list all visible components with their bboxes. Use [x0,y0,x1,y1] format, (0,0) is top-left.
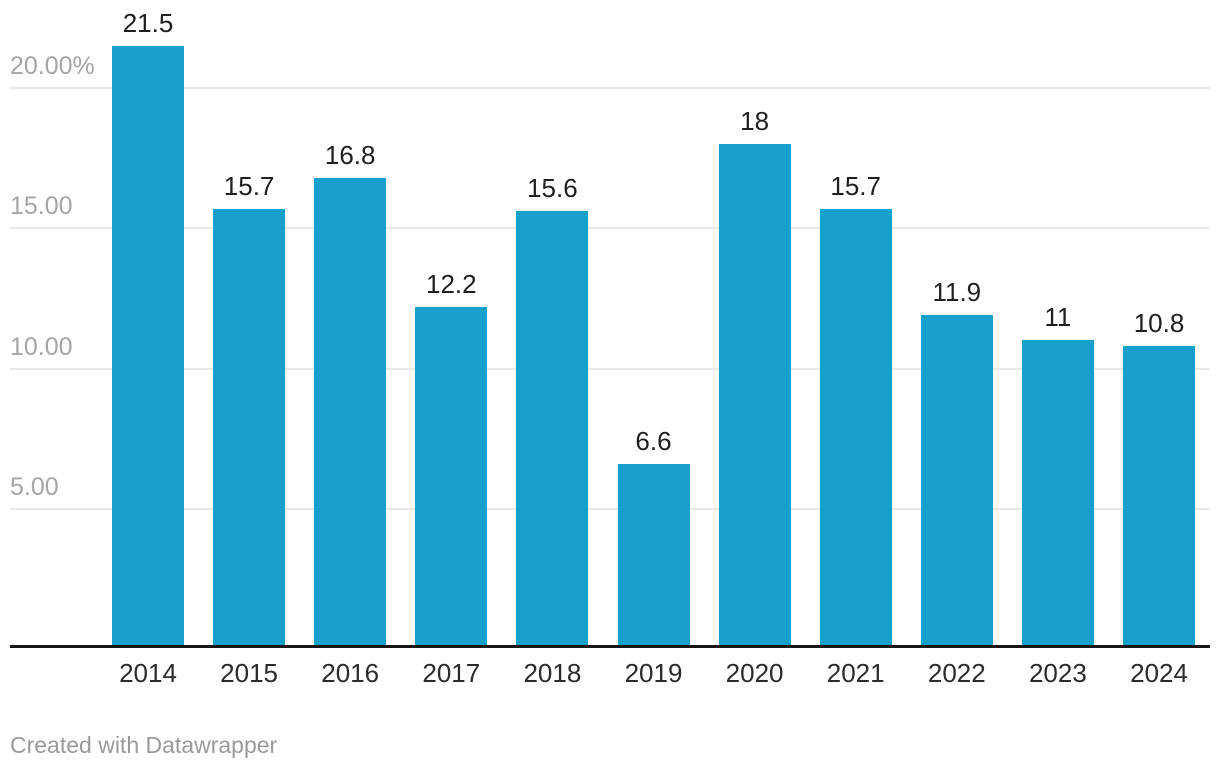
bar [1123,346,1195,645]
x-axis-label: 2016 [321,658,380,688]
x-axis-label: 2023 [1028,658,1087,688]
x-axis-label: 2017 [422,658,481,688]
bar [617,463,690,645]
x-axis-label: 2020 [725,658,784,688]
bar [516,211,589,645]
bar-value-label: 16.8 [324,139,376,170]
bar [819,208,892,645]
y-tick-label: 10.00 [10,332,73,361]
bar [415,306,488,645]
bar [1021,340,1094,645]
x-axis-label: 2015 [220,658,279,688]
bar [213,208,286,645]
x-axis-label: 2018 [523,658,582,688]
bar-value-label: 11.9 [932,277,982,308]
y-tick-label: 5.00 [10,472,59,501]
bar-value-label: 15.7 [223,170,275,201]
x-axis-label: 2022 [927,658,986,688]
x-axis-label: 2021 [826,658,885,688]
gridline [10,87,1210,89]
datawrapper-credit: Created with Datawrapper [10,732,278,758]
bar-value-label: 6.6 [635,425,672,456]
bar-value-label: 18 [740,106,770,137]
y-tick-label: 20.00% [10,52,95,80]
y-tick-label: 15.00 [10,192,73,221]
bar-value-label: 11 [1044,302,1072,333]
bar-value-label: 10.8 [1133,308,1185,339]
bar-value-label: 15.6 [527,173,578,204]
bar-value-label: 21.5 [122,7,174,38]
gridline [10,227,1210,230]
x-axis-label: 2014 [119,658,177,688]
bar [920,315,993,645]
bar-value-label: 12.2 [425,268,477,299]
x-axis-label: 2019 [624,658,683,688]
bar [112,45,184,645]
bar [314,177,387,645]
bar [718,144,791,645]
x-axis-line [10,645,1210,648]
bar-value-label: 15.7 [830,170,881,201]
x-axis-label: 2024 [1130,658,1188,688]
